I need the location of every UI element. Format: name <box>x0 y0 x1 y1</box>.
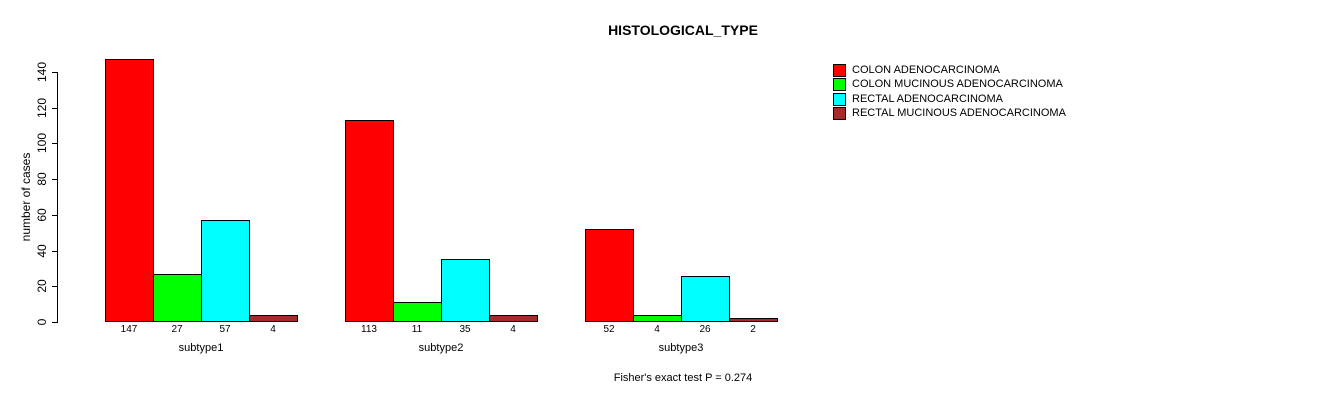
bar <box>393 302 442 322</box>
bar <box>201 220 250 322</box>
legend-swatch <box>833 93 846 106</box>
fisher-test-annotation: Fisher's exact test P = 0.274 <box>613 372 753 384</box>
x-axis-category-label: subtype3 <box>658 342 704 354</box>
legend-swatch <box>833 107 846 120</box>
bar-value-label: 52 <box>603 324 615 335</box>
bar-value-label: 4 <box>510 324 516 335</box>
y-axis-tick-label: 40 <box>35 244 49 258</box>
legend-swatch <box>833 64 846 77</box>
bar-value-label: 26 <box>699 324 711 335</box>
chart-title: HISTOLOGICAL_TYPE <box>608 22 758 38</box>
legend-label: RECTAL MUCINOUS ADENOCARCINOMA <box>852 107 1066 119</box>
bar <box>489 315 538 322</box>
y-axis-tick-label: 20 <box>35 279 49 293</box>
bar <box>345 120 394 322</box>
bar-value-label: 2 <box>750 324 756 335</box>
legend-swatch <box>833 78 846 91</box>
bar-value-label: 35 <box>459 324 471 335</box>
bar <box>249 315 298 322</box>
bar <box>681 276 730 322</box>
y-axis-tick-label: 120 <box>35 97 49 119</box>
y-axis-tick-label: 0 <box>35 318 49 326</box>
y-axis-tick <box>52 215 58 216</box>
bar <box>441 259 490 322</box>
bar <box>585 229 634 322</box>
y-axis-tick-label: 140 <box>35 61 49 83</box>
y-axis-tick <box>52 72 58 73</box>
bar <box>153 274 202 322</box>
y-axis-label: number of cases <box>19 152 33 242</box>
bar <box>105 59 154 322</box>
x-axis-category-label: subtype1 <box>178 342 224 354</box>
bar-value-label: 11 <box>411 324 423 335</box>
y-axis-tick <box>52 108 58 109</box>
bar <box>633 315 682 322</box>
legend-label: COLON MUCINOUS ADENOCARCINOMA <box>852 78 1063 90</box>
y-axis-tick-label: 60 <box>35 208 49 222</box>
bar-value-label: 113 <box>361 324 377 335</box>
bar-value-label: 27 <box>171 324 183 335</box>
bar-value-label: 147 <box>120 324 138 335</box>
legend-label: RECTAL ADENOCARCINOMA <box>852 93 1003 105</box>
y-axis-tick <box>52 322 58 323</box>
y-axis-tick <box>52 251 58 252</box>
y-axis-tick-label: 80 <box>35 172 49 186</box>
bar-value-label: 4 <box>270 324 276 335</box>
y-axis-tick <box>52 143 58 144</box>
y-axis-line <box>57 72 58 323</box>
legend-label: COLON ADENOCARCINOMA <box>852 64 1000 76</box>
bar-value-label: 57 <box>219 324 231 335</box>
x-axis-category-label: subtype2 <box>418 342 464 354</box>
y-axis-tick-label: 100 <box>35 132 49 154</box>
bar-value-label: 4 <box>654 324 660 335</box>
y-axis-tick <box>52 179 58 180</box>
bar <box>729 318 778 322</box>
y-axis-tick <box>52 286 58 287</box>
